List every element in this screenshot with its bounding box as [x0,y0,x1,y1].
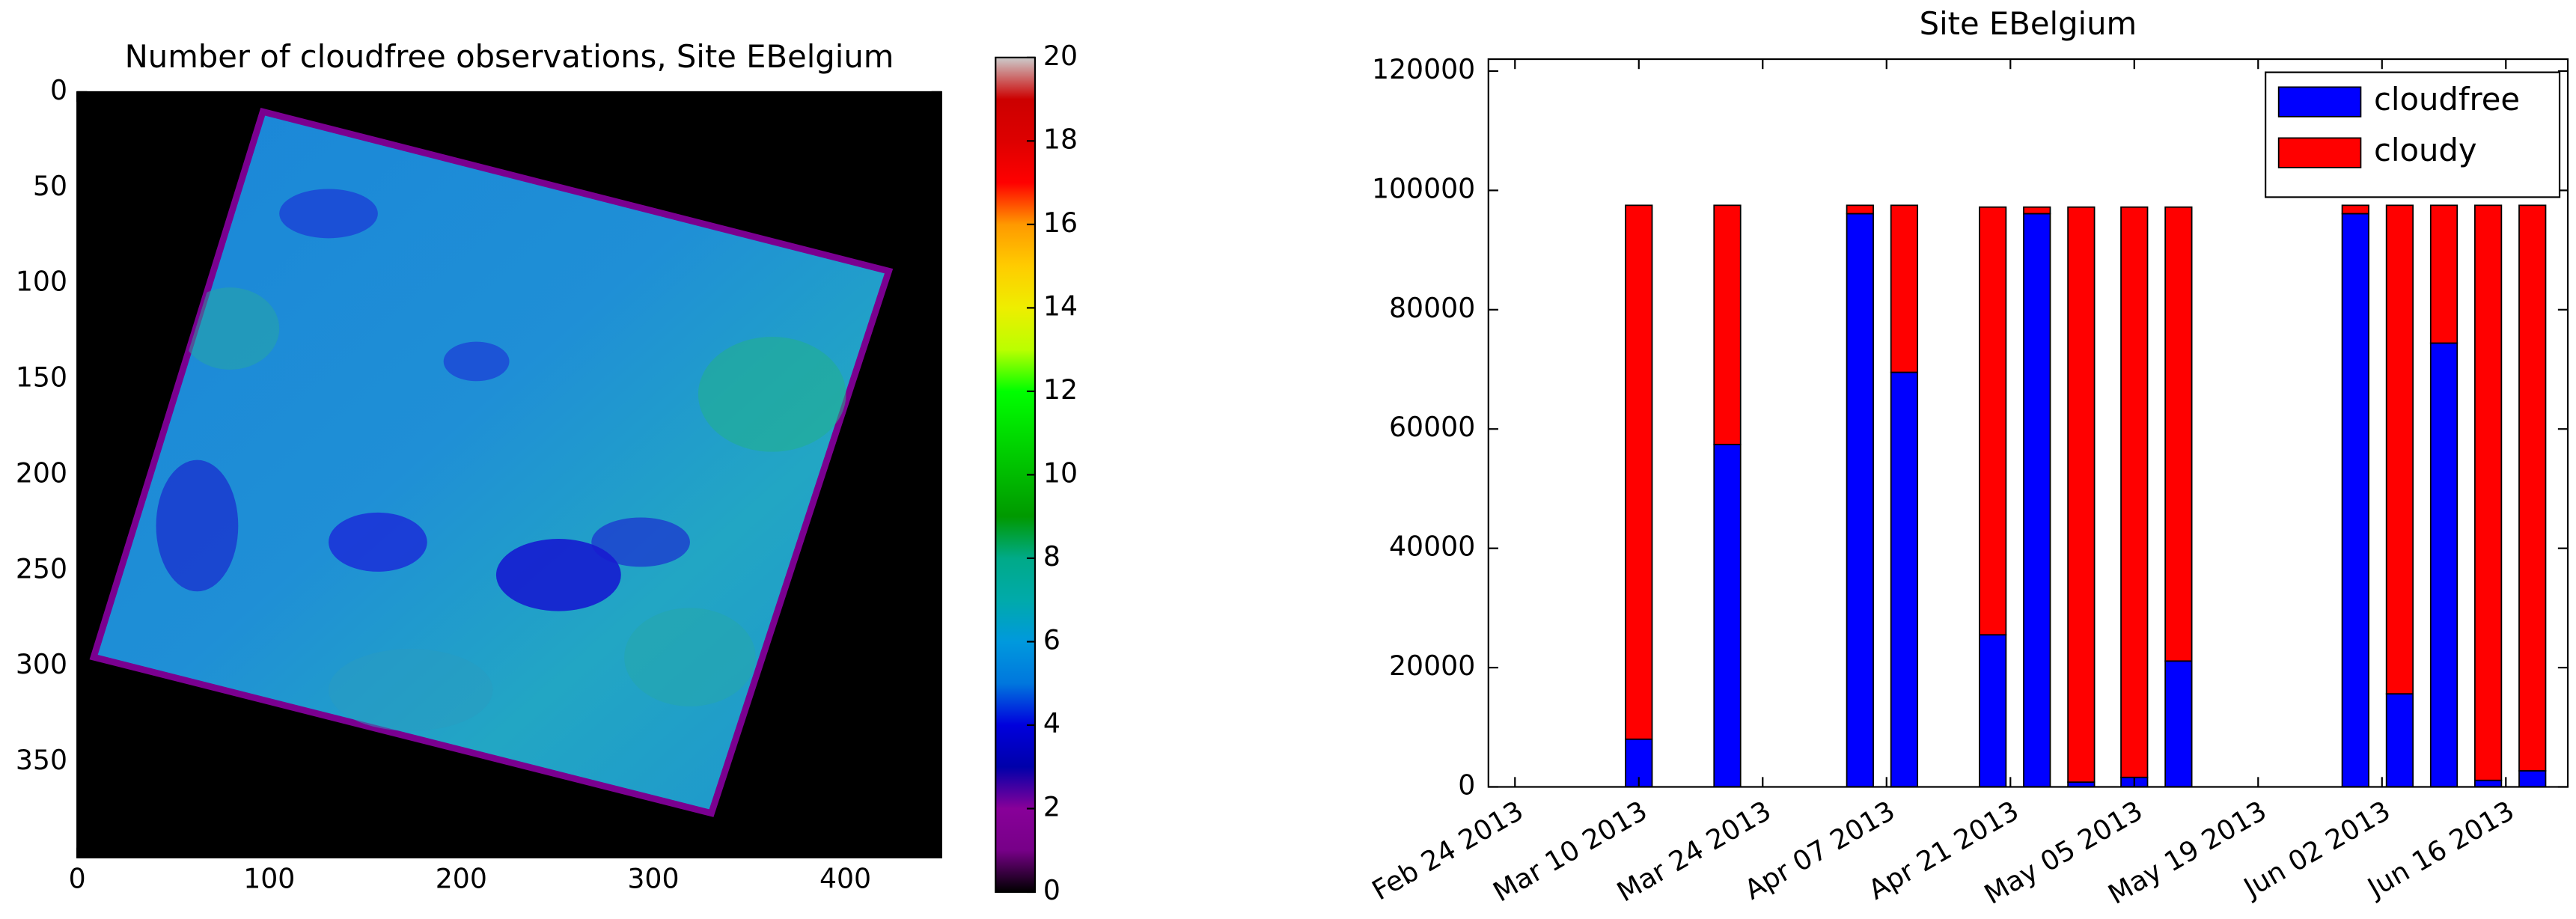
colorbar-tick-label: 4 [1043,707,1060,739]
colorbar-tick-label: 12 [1043,373,1078,406]
colorbar-tick-label: 14 [1043,290,1078,322]
y-tick-label: 50 [33,170,67,202]
bar [1890,204,1919,373]
colorbar-tick-label: 16 [1043,207,1078,239]
legend-swatch [2277,137,2362,168]
colorbar-tick-label: 6 [1043,623,1060,656]
bar [2341,204,2369,215]
chart-title: Site EBelgium [1920,5,2137,42]
bar [1979,634,2007,788]
y-tick-label: 40000 [1389,531,1475,563]
y-tick-label: 0 [50,74,67,106]
colorbar-tick-label: 20 [1043,40,1078,72]
x-tick-label: 100 [243,863,295,895]
bar [1846,204,1874,215]
bar [2474,779,2503,788]
bar [2067,206,2096,783]
axes-frame [1487,58,2569,788]
colorbar-tick-label: 0 [1043,874,1060,906]
bar [2518,770,2547,788]
heatmap-image [77,91,941,858]
bar [1890,371,1919,788]
bar [1625,204,1653,740]
chart-title: Number of cloudfree observations, Site E… [125,38,894,75]
bar [2164,660,2193,788]
bar [2385,204,2414,695]
bar [2474,204,2503,781]
bar [2023,213,2051,788]
x-tick-label: 0 [69,863,86,895]
bar [2429,204,2459,344]
bar [1979,206,2007,636]
bar [2518,204,2547,772]
legend-swatch [2277,86,2362,117]
y-tick-label: 250 [16,552,67,584]
x-tick-label: 400 [820,863,871,895]
bar [1846,213,1874,788]
x-tick-label: 300 [627,863,679,895]
y-tick-label: 150 [16,361,67,394]
y-tick-label: 60000 [1389,411,1475,443]
bar [2120,206,2149,778]
y-tick-label: 20000 [1389,650,1475,682]
bar [2023,206,2051,215]
y-tick-label: 0 [1458,769,1475,801]
y-tick-label: 80000 [1389,292,1475,324]
bar [2385,693,2414,788]
bar [2341,213,2369,788]
y-tick-label: 120000 [1372,53,1475,85]
bar [2429,342,2459,788]
legend-label: cloudfree [2374,81,2520,117]
bar [1713,204,1742,445]
y-tick-label: 350 [16,744,67,776]
bar [1713,444,1742,788]
colorbar-tick-label: 10 [1043,457,1078,489]
colorbar-tick-label: 18 [1043,123,1078,155]
y-tick-label: 100000 [1372,172,1475,204]
colorbar-tick-label: 8 [1043,540,1060,573]
y-tick-label: 300 [16,648,67,680]
bar [2164,206,2193,662]
x-tick-label: 200 [436,863,487,895]
y-tick-label: 200 [16,457,67,489]
legend-label: cloudy [2374,132,2477,168]
colorbar-tick-label: 2 [1043,790,1060,822]
y-tick-label: 100 [16,266,67,298]
